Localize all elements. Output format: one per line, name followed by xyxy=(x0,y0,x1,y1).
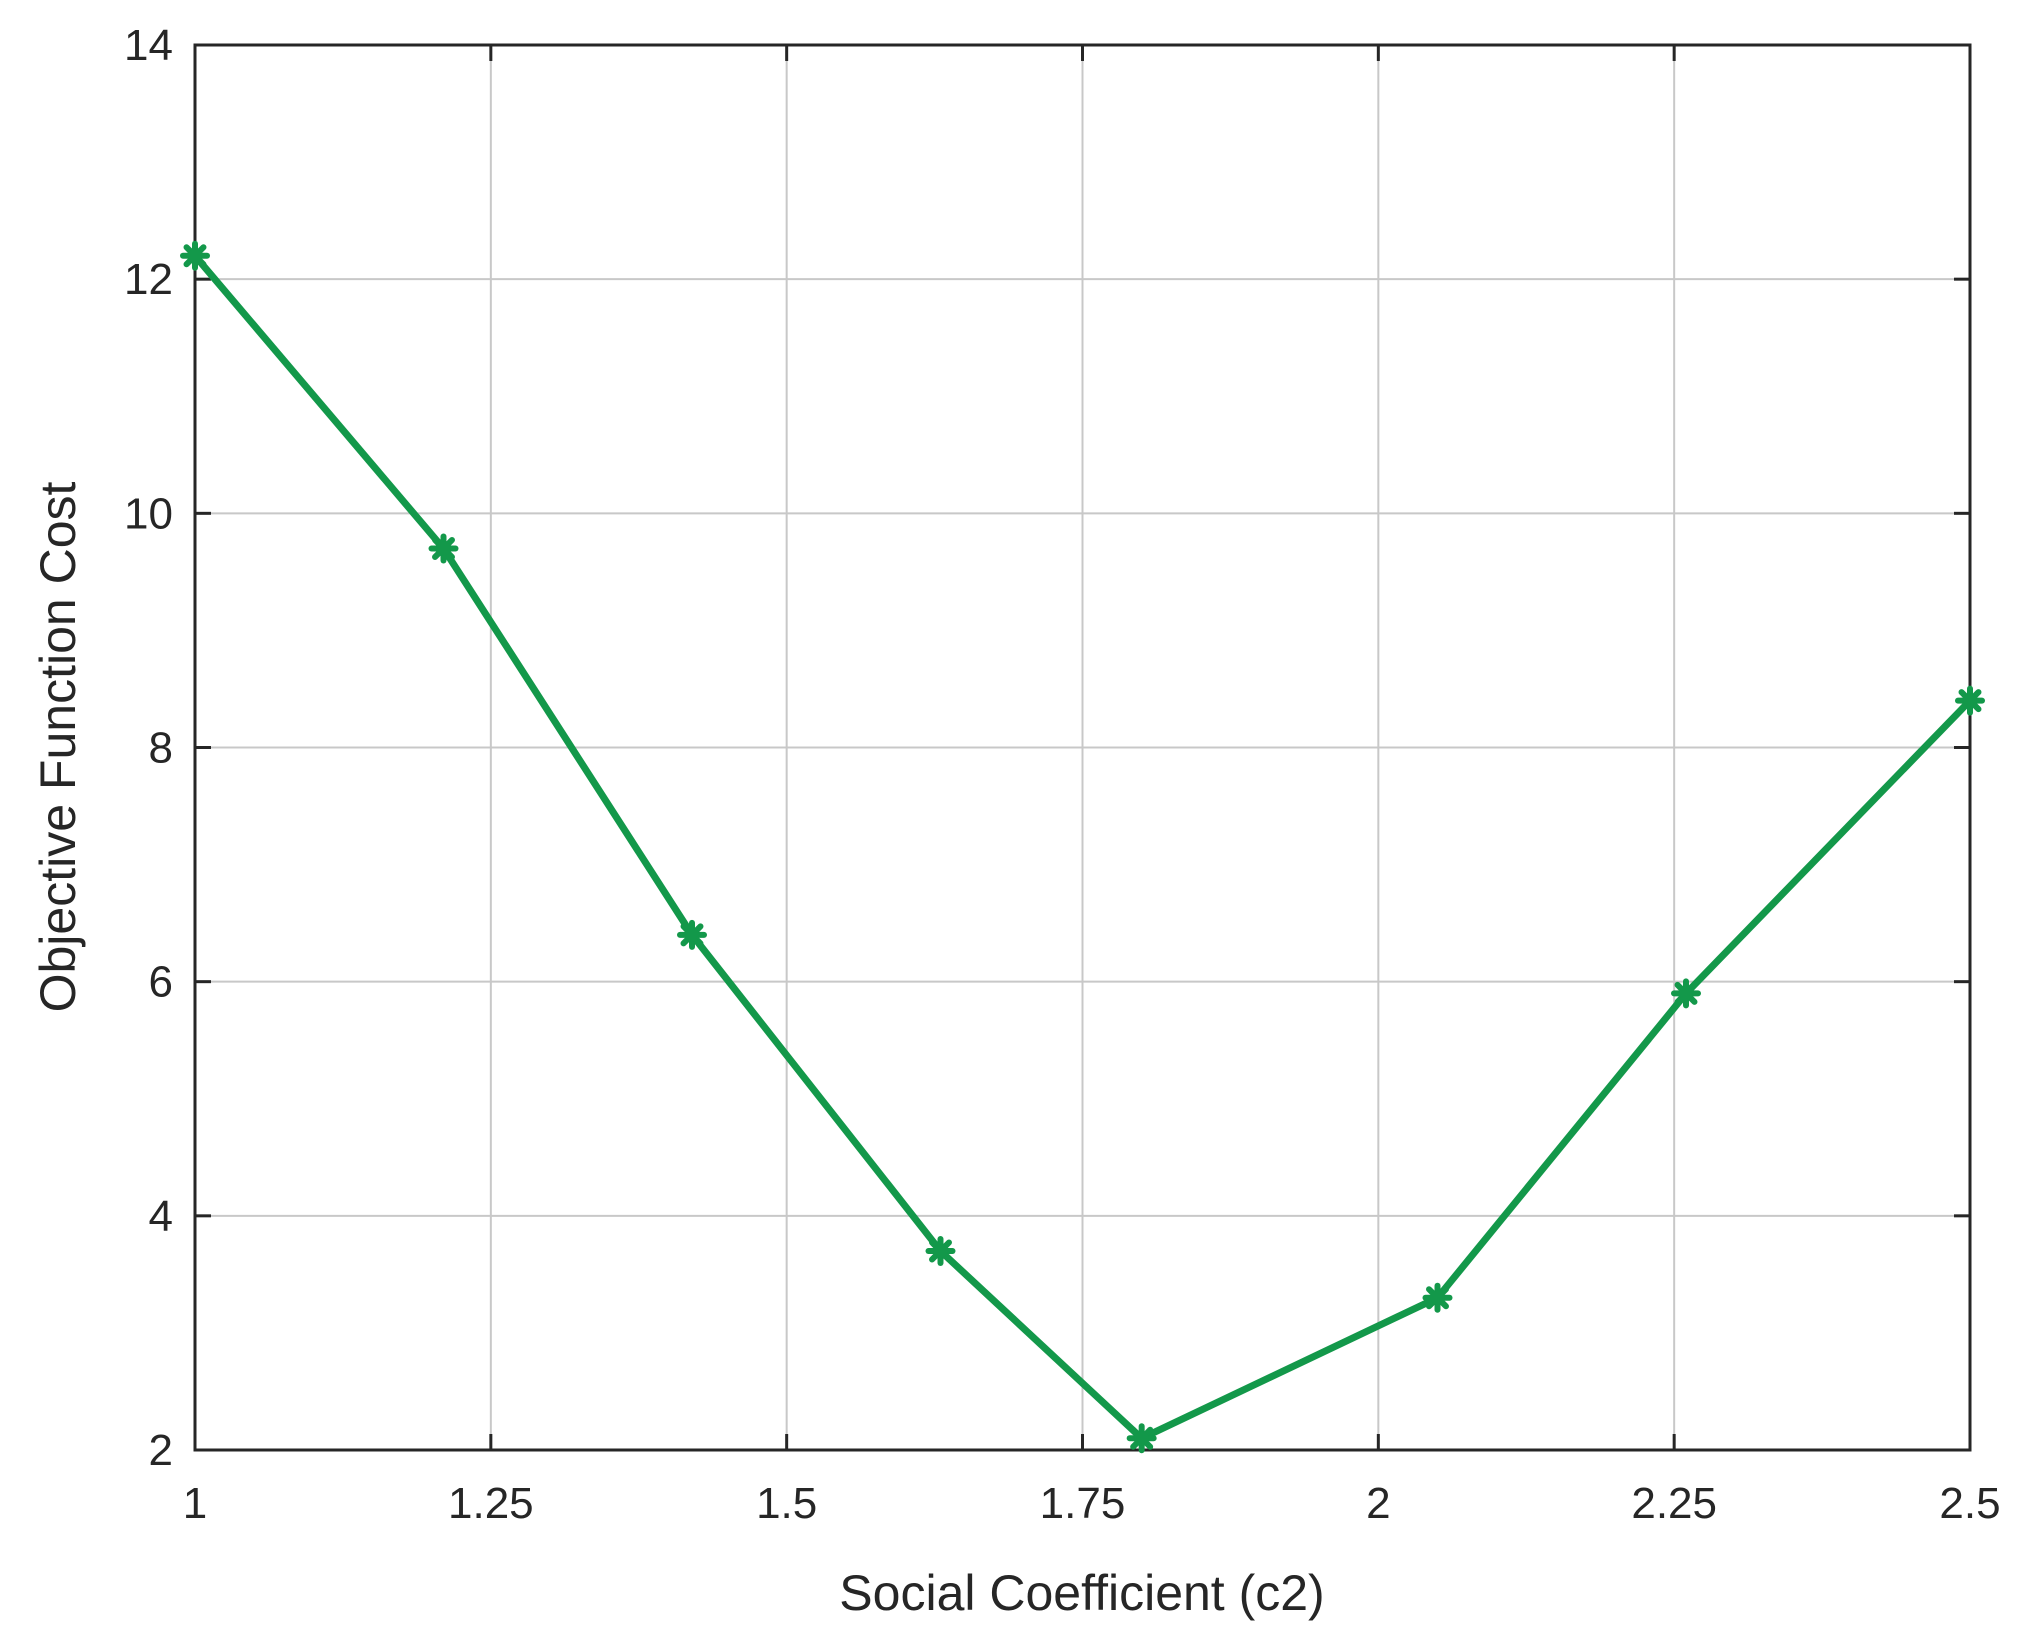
data-point-marker xyxy=(1671,978,1701,1009)
series-line xyxy=(191,252,1974,1442)
marker-core xyxy=(685,927,699,942)
series-layer xyxy=(180,240,1985,1454)
data-point-marker xyxy=(428,533,459,564)
marker-core xyxy=(1134,1431,1149,1446)
y-tick-label: 2 xyxy=(149,1426,173,1475)
y-axis-title: Objective Function Cost xyxy=(30,482,86,1013)
data-point-marker xyxy=(1955,685,1985,716)
x-axis-title: Social Coefficient (c2) xyxy=(839,1565,1324,1621)
marker-core xyxy=(933,1243,948,1258)
marker-core xyxy=(436,541,451,556)
x-tick-label: 1.5 xyxy=(756,1479,817,1528)
x-tick-label: 2.25 xyxy=(1631,1479,1717,1528)
x-tick-label: 2 xyxy=(1366,1479,1390,1528)
y-tick-label: 12 xyxy=(124,255,173,304)
x-tick-label: 1.25 xyxy=(448,1479,534,1528)
x-tick-label: 1 xyxy=(183,1479,207,1528)
axis-ticks xyxy=(193,43,1972,1452)
marker-core xyxy=(188,248,202,263)
y-tick-label: 6 xyxy=(149,958,173,1007)
x-tick-label: 2.5 xyxy=(1939,1479,2000,1528)
data-point-marker xyxy=(180,240,210,271)
tick-labels: 1 1.25 1.5 1.75 2 2.25 2.5 2 4 6 8 10 12 14 xyxy=(124,21,2001,1528)
y-tick-label: 10 xyxy=(124,489,173,538)
data-point-marker xyxy=(925,1235,956,1266)
y-tick-label: 14 xyxy=(124,21,173,70)
marker-core xyxy=(1679,986,1693,1001)
data-point-marker xyxy=(1126,1423,1157,1454)
x-tick-label: 1.75 xyxy=(1040,1479,1126,1528)
marker-core xyxy=(1963,693,1977,708)
marker-core xyxy=(1430,1290,1445,1305)
data-point-marker xyxy=(677,919,707,950)
data-point-marker xyxy=(1422,1282,1453,1313)
y-tick-label: 8 xyxy=(149,724,173,773)
y-tick-label: 4 xyxy=(149,1192,173,1241)
